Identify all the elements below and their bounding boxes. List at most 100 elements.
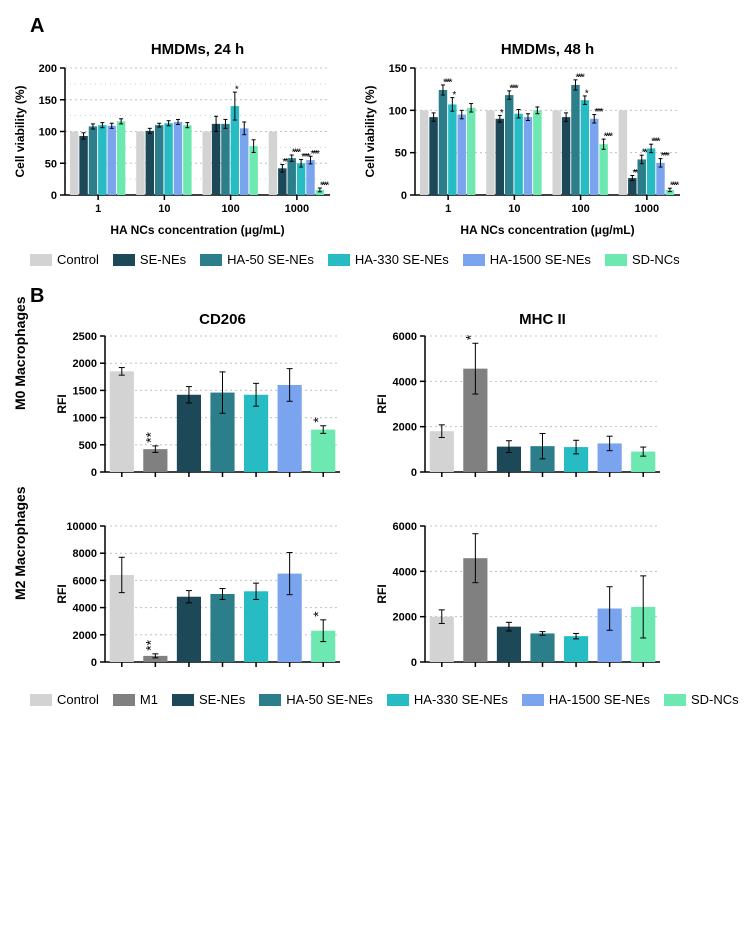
legend-b: Control M1 SE-NEs HA-50 SE-NEs HA-330 SE-NEs… — [30, 692, 739, 707]
svg-text:100: 100 — [39, 127, 57, 139]
svg-text:CD206: CD206 — [199, 311, 246, 328]
svg-text:100: 100 — [221, 203, 239, 215]
svg-text:HA NCs concentration (μg/mL): HA NCs concentration (μg/mL) — [460, 223, 634, 237]
legend-item: Control — [30, 252, 99, 267]
legend-item: M1 — [113, 692, 158, 707]
svg-text:*: * — [585, 88, 589, 99]
panel-a-row: HMDMs, 24 h050100150200110*100**********… — [10, 40, 739, 240]
legend-swatch — [664, 694, 686, 706]
panel-a-label: A — [30, 15, 739, 38]
legend-label: HA-50 SE-NEs — [286, 692, 373, 707]
svg-text:*: * — [310, 417, 326, 423]
svg-text:RFI: RFI — [55, 584, 69, 603]
svg-text:500: 500 — [79, 440, 97, 452]
svg-text:****: **** — [320, 181, 330, 192]
svg-text:6000: 6000 — [393, 521, 417, 533]
legend-label: HA-330 SE-NEs — [414, 692, 508, 707]
svg-text:HMDMs, 24 h: HMDMs, 24 h — [151, 41, 244, 58]
legend-item: HA-50 SE-NEs — [200, 252, 314, 267]
svg-text:8000: 8000 — [73, 548, 97, 560]
legend-label: HA-50 SE-NEs — [227, 252, 314, 267]
svg-text:10000: 10000 — [66, 521, 97, 533]
svg-text:****: **** — [660, 151, 670, 162]
svg-text:0: 0 — [51, 190, 57, 202]
chart-b: CD20605001000150020002500***RFI — [50, 310, 350, 490]
svg-text:4000: 4000 — [73, 603, 97, 615]
legend-item: SE-NEs — [172, 692, 245, 707]
legend-swatch — [463, 254, 485, 266]
svg-text:2000: 2000 — [393, 612, 417, 624]
svg-text:2000: 2000 — [73, 630, 97, 642]
svg-text:150: 150 — [389, 63, 407, 75]
legend-label: SD-NCs — [632, 252, 680, 267]
legend-swatch — [30, 254, 52, 266]
svg-text:RFI: RFI — [55, 394, 69, 413]
row-side-label: M0 Macrophages — [12, 390, 28, 410]
svg-text:50: 50 — [45, 158, 57, 170]
svg-text:RFI: RFI — [375, 584, 389, 603]
legend-item: HA-1500 SE-NEs — [463, 252, 591, 267]
legend-label: SE-NEs — [199, 692, 245, 707]
svg-text:10: 10 — [508, 203, 520, 215]
svg-text:4000: 4000 — [393, 376, 417, 388]
chart-a-right: HMDMs, 48 h050100150*****1*****10*******… — [360, 40, 690, 240]
svg-text:HMDMs, 48 h: HMDMs, 48 h — [501, 41, 594, 58]
svg-text:0: 0 — [91, 467, 97, 479]
svg-text:100: 100 — [389, 105, 407, 117]
row-side-label: M2 Macrophages — [12, 580, 28, 600]
legend-label: Control — [57, 692, 99, 707]
svg-text:*: * — [452, 90, 456, 101]
svg-text:**: ** — [142, 639, 158, 650]
svg-text:0: 0 — [401, 190, 407, 202]
legend-swatch — [113, 694, 135, 706]
svg-text:****: **** — [651, 137, 661, 148]
svg-text:1000: 1000 — [73, 413, 97, 425]
legend-label: M1 — [140, 692, 158, 707]
legend-item: HA-330 SE-NEs — [387, 692, 508, 707]
legend-swatch — [259, 694, 281, 706]
legend-swatch — [30, 694, 52, 706]
svg-text:1000: 1000 — [285, 203, 309, 215]
svg-text:****: **** — [443, 77, 453, 88]
legend-label: SE-NEs — [140, 252, 186, 267]
svg-text:****: **** — [509, 83, 519, 94]
svg-text:Cell viability (%): Cell viability (%) — [363, 85, 377, 177]
svg-text:HA NCs concentration (μg/mL): HA NCs concentration (μg/mL) — [110, 223, 284, 237]
legend-label: SD-NCs — [691, 692, 739, 707]
chart-b: 0200040006000RFI — [370, 500, 670, 680]
legend-item: SE-NEs — [113, 252, 186, 267]
chart-a-left: HMDMs, 24 h050100150200110*100**********… — [10, 40, 340, 240]
svg-text:0: 0 — [411, 657, 417, 669]
legend-swatch — [522, 694, 544, 706]
svg-text:Cell viability (%): Cell viability (%) — [13, 85, 27, 177]
legend-label: Control — [57, 252, 99, 267]
svg-text:****: **** — [310, 149, 320, 160]
svg-text:*: * — [235, 85, 239, 96]
svg-text:6000: 6000 — [393, 331, 417, 343]
svg-text:2000: 2000 — [73, 358, 97, 370]
legend-label: HA-1500 SE-NEs — [549, 692, 650, 707]
legend-item: Control — [30, 692, 99, 707]
chart-b: 0200040006000800010000***RFI — [50, 500, 350, 680]
svg-text:2500: 2500 — [73, 331, 97, 343]
svg-text:**: ** — [142, 431, 158, 442]
legend-swatch — [113, 254, 135, 266]
legend-swatch — [605, 254, 627, 266]
svg-text:1500: 1500 — [73, 385, 97, 397]
svg-text:0: 0 — [411, 467, 417, 479]
svg-text:1: 1 — [445, 203, 451, 215]
svg-text:10: 10 — [158, 203, 170, 215]
svg-text:*: * — [500, 108, 504, 119]
legend-a: ControlSE-NEsHA-50 SE-NEsHA-330 SE-NEsHA… — [30, 252, 739, 267]
panel-b-rows: M0 Macrophages CD206 0 500 1000 1500 2000 2500 *… — [10, 310, 739, 680]
svg-text:****: **** — [604, 132, 614, 143]
svg-text:50: 50 — [395, 148, 407, 160]
legend-item: HA-1500 SE-NEs — [522, 692, 650, 707]
svg-text:*: * — [310, 611, 326, 617]
svg-text:2000: 2000 — [393, 422, 417, 434]
legend-swatch — [387, 694, 409, 706]
svg-text:MHC II: MHC II — [519, 311, 566, 328]
chart-b: MHC II0200040006000*RFI — [370, 310, 670, 490]
svg-text:*: * — [462, 334, 478, 340]
legend-item: SD-NCs — [605, 252, 680, 267]
